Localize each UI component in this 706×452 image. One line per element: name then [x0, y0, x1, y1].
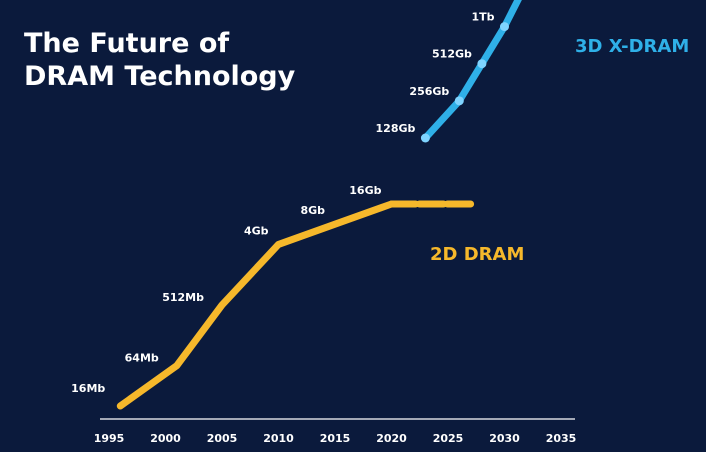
series-label-3d-xdram: 3D X-DRAM [575, 36, 689, 57]
x-tick-2025: 2025 [433, 432, 464, 445]
x-tick-2005: 2005 [207, 432, 238, 445]
x-axis-ticks: 1995 2000 2005 2010 2015 2020 2025 2030 2035 [94, 432, 577, 445]
marker-3d-2 [477, 59, 487, 69]
series-label-2d-dram: 2D DRAM [430, 244, 524, 265]
data-labels: 16Mb 64Mb 512Mb 4Gb 8Gb 16Gb 128Gb 256Gb 512Gb 1T… [71, 11, 494, 395]
label-3d-1: 256Gb [409, 85, 449, 98]
x-tick-2035: 2035 [546, 432, 577, 445]
marker-3d-0 [420, 133, 430, 143]
x-tick-2030: 2030 [489, 432, 520, 445]
label-2d-2: 512Mb [162, 291, 204, 304]
series-3d-xdram-markers [420, 22, 509, 143]
label-3d-0: 128Gb [376, 122, 416, 135]
label-2d-3: 4Gb [244, 224, 269, 237]
label-2d-5: 16Gb [349, 184, 381, 197]
title-line-1: The Future of [24, 28, 229, 59]
marker-3d-3 [500, 22, 509, 32]
x-tick-2015: 2015 [320, 432, 351, 445]
x-tick-1995: 1995 [94, 432, 125, 445]
title-line-2: DRAM Technology [24, 61, 296, 92]
label-3d-3: 1Tb [471, 11, 494, 24]
series-2d-dram-line [116, 200, 395, 410]
label-2d-1: 64Mb [125, 352, 159, 365]
x-tick-2020: 2020 [376, 432, 407, 445]
x-tick-2000: 2000 [150, 432, 181, 445]
label-3d-2: 512Gb [432, 48, 472, 61]
label-2d-0: 16Mb [71, 382, 105, 395]
label-2d-4: 8Gb [300, 204, 325, 217]
marker-3d-1 [454, 96, 464, 106]
x-tick-2010: 2010 [263, 432, 294, 445]
